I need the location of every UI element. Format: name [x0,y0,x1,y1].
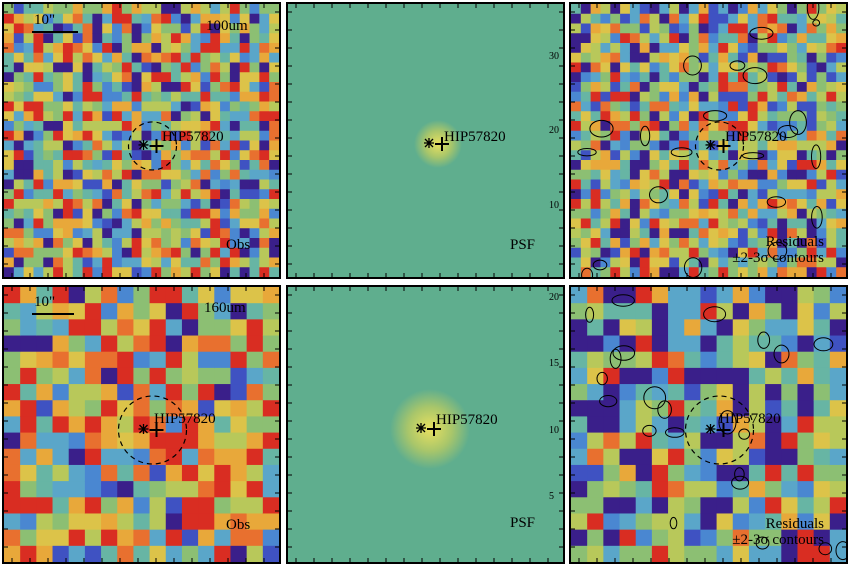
band-label: 160um [204,300,246,316]
star-label: HIP57820 [444,129,506,145]
axis-tick-label: 20 [549,125,559,136]
scale-bar [32,313,74,315]
axis-tick-label: 5 [549,491,554,502]
axis-tick-label: 10 [549,425,559,436]
obs-label: Obs [226,517,251,533]
scale-label: 10" [34,12,56,28]
obs-map-160um [4,287,279,562]
star-label: HIP57820 [162,129,224,145]
residual-map-160um [571,287,846,562]
panel-residuals-100um: HIP57820 Residuals ±2-3σ contours [569,2,848,279]
star-label: HIP57820 [154,411,216,427]
star-label: HIP57820 [725,129,787,145]
scale-label: 10" [34,294,56,310]
star-label: HIP57820 [436,412,498,428]
psf-label: PSF [510,515,536,531]
psf-map-160um [288,287,563,562]
residuals-label: Residuals [765,234,824,250]
psf-label: PSF [510,237,536,253]
contours-label: ±2-3σ contours [732,250,824,266]
obs-label: Obs [226,237,251,253]
axis-tick-label: 30 [549,51,559,62]
panel-psf-100um: HIP57820 PSF 30 20 10 [286,2,565,279]
panel-obs-100um: 10" 100um HIP57820 Obs [2,2,281,279]
axis-tick-label: 15 [549,358,559,369]
panel-obs-160um: 10" 160um HIP57820 Obs [2,285,281,564]
panel-residuals-160um: HIP57820 Residuals ±2-3σ contours [569,285,848,564]
star-label: HIP57820 [719,411,781,427]
axis-tick-label: 20 [549,292,559,303]
scale-bar [32,31,78,33]
axis-tick-label: 10 [549,200,559,211]
obs-map-100um [4,4,279,277]
residuals-label: Residuals [765,516,824,532]
band-label: 100um [206,18,248,34]
residual-map-100um [571,4,846,277]
panel-psf-160um: HIP57820 PSF 20 15 10 5 [286,285,565,564]
psf-map-100um [288,4,563,277]
contours-label: ±2-3σ contours [732,532,824,548]
